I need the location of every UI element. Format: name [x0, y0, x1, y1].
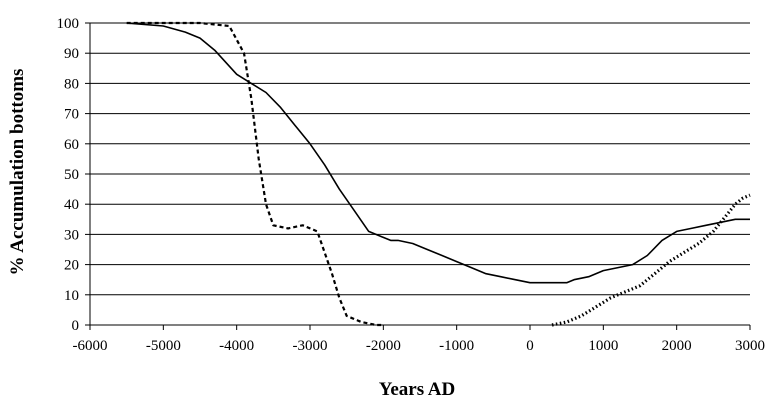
y-tick-label: 90: [64, 46, 79, 62]
x-tick-label: -3000: [293, 338, 328, 354]
series-lines: [126, 21, 751, 327]
y-tick-labels: 0 10 20 30 40 50 60 70 80 90 100: [57, 16, 80, 334]
y-tick-label: 10: [64, 288, 79, 304]
x-tick-label: 0: [526, 338, 534, 354]
y-tick-label: 80: [64, 76, 79, 92]
x-tick-label: 1000: [588, 338, 618, 354]
x-tick-label: -4000: [219, 338, 254, 354]
x-tick-label: 3000: [735, 338, 765, 354]
x-tick-label: -6000: [73, 338, 108, 354]
y-tick-label: 60: [64, 137, 79, 153]
y-tick-label: 0: [72, 318, 80, 334]
series-line-dotted: [551, 193, 751, 327]
y-tick-label: 100: [57, 16, 80, 32]
series-line-solid: [126, 22, 750, 284]
x-tick-labels: -6000 -5000 -4000 -3000 -2000 -1000 0 1000 2000 3…: [73, 338, 766, 354]
x-tick-label: -5000: [146, 338, 181, 354]
series-line-dashed: [126, 21, 384, 327]
x-tick-label: -1000: [439, 338, 474, 354]
y-tick-label: 50: [64, 167, 79, 183]
x-tick-label: -2000: [366, 338, 401, 354]
y-tick-label: 30: [64, 227, 79, 243]
x-axis-title: Years AD: [379, 379, 456, 400]
y-tick-label: 20: [64, 258, 79, 274]
y-tick-label: 70: [64, 107, 79, 123]
y-tick-label: 40: [64, 197, 79, 213]
y-axis-title: % Accumulation bottoms: [7, 69, 28, 276]
gridlines: [85, 22, 751, 330]
x-tick-label: 2000: [662, 338, 692, 354]
